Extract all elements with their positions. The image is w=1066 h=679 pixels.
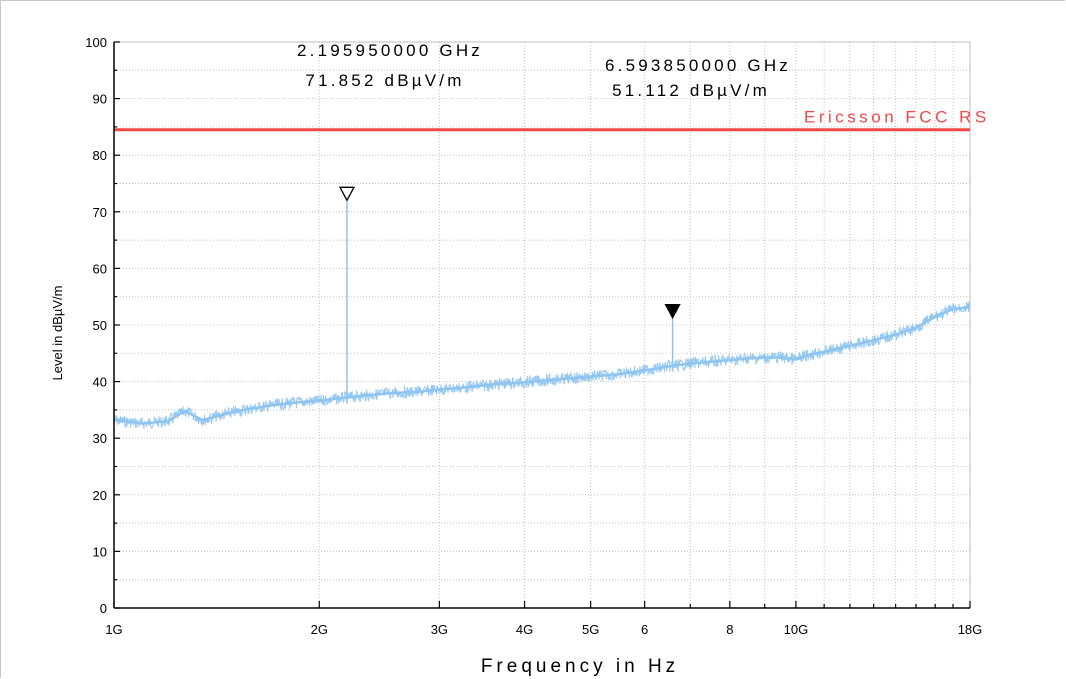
x-tick-label: 2G: [311, 622, 328, 637]
marker-1-triangle: [338, 186, 356, 202]
marker-2-level: 51.112 dBµV/m: [612, 81, 770, 100]
y-tick-label: 90: [93, 92, 107, 107]
y-tick-label: 100: [85, 35, 107, 50]
x-tick-label: 10G: [784, 622, 809, 637]
y-tick-label: 50: [93, 318, 107, 333]
marker-2-triangle: [664, 304, 681, 320]
x-tick-label: 3G: [431, 622, 448, 637]
series-group: [113, 301, 971, 430]
plot-area: [113, 41, 971, 609]
y-tick-label: 30: [93, 431, 107, 446]
limit-line-label: Ericsson FCC RS: [804, 108, 990, 127]
marker-lines: [338, 186, 681, 404]
y-tick-label: 40: [93, 375, 107, 390]
marker-1-frequency: 2.195950000 GHz: [297, 41, 483, 60]
marker-2-frequency: 6.593850000 GHz: [605, 56, 791, 75]
y-tick-label: 70: [93, 205, 107, 220]
series-line: [113, 305, 971, 425]
y-tick-label: 10: [93, 544, 107, 559]
x-tick-label: 6: [641, 622, 648, 637]
y-tick-label: 80: [93, 148, 107, 163]
x-axis-title: Frequency in Hz: [481, 656, 679, 677]
x-tick-label: 18G: [958, 622, 983, 637]
x-tick-labels: 1G 2G 3G 4G 5G 6 8 10G 18G: [105, 622, 982, 637]
grid: [114, 42, 970, 608]
marker-1-level: 71.852 dBµV/m: [305, 71, 464, 90]
y-tick-labels: 0 10 20 30 40 50 60 70 80 90 100: [85, 35, 107, 616]
limit-line-group: Ericsson FCC RS: [114, 108, 990, 132]
y-tick-label: 0: [100, 601, 107, 616]
y-tick-label: 20: [93, 488, 107, 503]
y-axis-title: Level in dBµV/m: [50, 286, 65, 381]
x-tick-label: 8: [726, 622, 733, 637]
x-tick-label: 4G: [516, 622, 533, 637]
y-tick-label: 60: [93, 261, 107, 276]
x-tick-label: 5G: [582, 622, 599, 637]
axes: [113, 41, 971, 609]
x-tick-label: 1G: [105, 622, 122, 637]
